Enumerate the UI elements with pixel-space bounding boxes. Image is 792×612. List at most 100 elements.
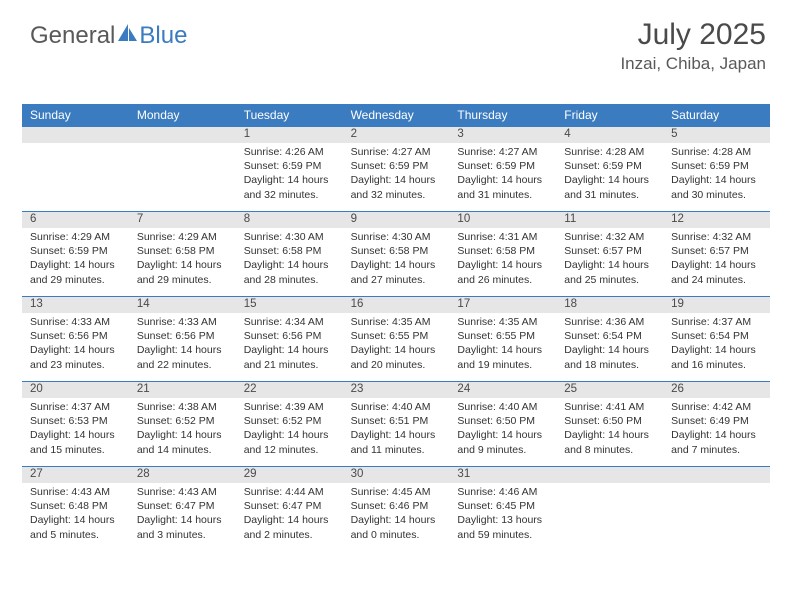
sunrise-line: Sunrise: 4:28 AM — [564, 145, 655, 159]
daylight-line: Daylight: 14 hours and 8 minutes. — [564, 428, 655, 456]
day-cell-body: Sunrise: 4:46 AMSunset: 6:45 PMDaylight:… — [449, 483, 556, 546]
daylight-line: Daylight: 14 hours and 5 minutes. — [30, 513, 121, 541]
daylight-line: Daylight: 14 hours and 28 minutes. — [244, 258, 335, 286]
sunrise-line: Sunrise: 4:26 AM — [244, 145, 335, 159]
sunset-line: Sunset: 6:47 PM — [244, 499, 335, 513]
day-number-bar — [129, 127, 236, 143]
sunset-line: Sunset: 6:59 PM — [351, 159, 442, 173]
day-cell: 2Sunrise: 4:27 AMSunset: 6:59 PMDaylight… — [343, 127, 450, 211]
day-number-bar: 27 — [22, 467, 129, 483]
day-number-bar: 28 — [129, 467, 236, 483]
day-cell: 8Sunrise: 4:30 AMSunset: 6:58 PMDaylight… — [236, 212, 343, 296]
sunrise-line: Sunrise: 4:29 AM — [30, 230, 121, 244]
sunrise-line: Sunrise: 4:42 AM — [671, 400, 762, 414]
daylight-line: Daylight: 14 hours and 30 minutes. — [671, 173, 762, 201]
daylight-line: Daylight: 13 hours and 59 minutes. — [457, 513, 548, 541]
day-cell-body: Sunrise: 4:37 AMSunset: 6:53 PMDaylight:… — [22, 398, 129, 461]
logo-text-1: General — [30, 22, 115, 50]
sunset-line: Sunset: 6:58 PM — [137, 244, 228, 258]
day-number-bar: 14 — [129, 297, 236, 313]
day-cell: 14Sunrise: 4:33 AMSunset: 6:56 PMDayligh… — [129, 297, 236, 381]
daylight-line: Daylight: 14 hours and 25 minutes. — [564, 258, 655, 286]
day-number-bar: 31 — [449, 467, 556, 483]
sunrise-line: Sunrise: 4:46 AM — [457, 485, 548, 499]
sunset-line: Sunset: 6:58 PM — [351, 244, 442, 258]
day-cell: 29Sunrise: 4:44 AMSunset: 6:47 PMDayligh… — [236, 467, 343, 551]
sunrise-line: Sunrise: 4:43 AM — [30, 485, 121, 499]
logo: General Blue — [30, 22, 187, 50]
sunset-line: Sunset: 6:53 PM — [30, 414, 121, 428]
day-number-bar: 4 — [556, 127, 663, 143]
day-cell: 19Sunrise: 4:37 AMSunset: 6:54 PMDayligh… — [663, 297, 770, 381]
day-cell: 27Sunrise: 4:43 AMSunset: 6:48 PMDayligh… — [22, 467, 129, 551]
day-cell: 22Sunrise: 4:39 AMSunset: 6:52 PMDayligh… — [236, 382, 343, 466]
sunrise-line: Sunrise: 4:28 AM — [671, 145, 762, 159]
day-cell: 25Sunrise: 4:41 AMSunset: 6:50 PMDayligh… — [556, 382, 663, 466]
day-cell-body: Sunrise: 4:29 AMSunset: 6:59 PMDaylight:… — [22, 228, 129, 291]
day-cell-body: Sunrise: 4:27 AMSunset: 6:59 PMDaylight:… — [449, 143, 556, 206]
daylight-line: Daylight: 14 hours and 23 minutes. — [30, 343, 121, 371]
sunset-line: Sunset: 6:46 PM — [351, 499, 442, 513]
day-number-bar — [663, 467, 770, 483]
sunset-line: Sunset: 6:54 PM — [564, 329, 655, 343]
title-block: July 2025 Inzai, Chiba, Japan — [620, 18, 766, 74]
day-number-bar: 9 — [343, 212, 450, 228]
day-cell: 24Sunrise: 4:40 AMSunset: 6:50 PMDayligh… — [449, 382, 556, 466]
sunrise-line: Sunrise: 4:40 AM — [457, 400, 548, 414]
sunrise-line: Sunrise: 4:31 AM — [457, 230, 548, 244]
day-cell: 11Sunrise: 4:32 AMSunset: 6:57 PMDayligh… — [556, 212, 663, 296]
day-cell-body: Sunrise: 4:28 AMSunset: 6:59 PMDaylight:… — [556, 143, 663, 206]
day-cell-body: Sunrise: 4:32 AMSunset: 6:57 PMDaylight:… — [663, 228, 770, 291]
sunset-line: Sunset: 6:59 PM — [671, 159, 762, 173]
month-title: July 2025 — [620, 18, 766, 52]
sunrise-line: Sunrise: 4:32 AM — [671, 230, 762, 244]
day-cell-body: Sunrise: 4:27 AMSunset: 6:59 PMDaylight:… — [343, 143, 450, 206]
sunset-line: Sunset: 6:50 PM — [457, 414, 548, 428]
day-number-bar: 25 — [556, 382, 663, 398]
day-cell-body: Sunrise: 4:43 AMSunset: 6:48 PMDaylight:… — [22, 483, 129, 546]
day-cell-body: Sunrise: 4:38 AMSunset: 6:52 PMDaylight:… — [129, 398, 236, 461]
day-cell-body: Sunrise: 4:40 AMSunset: 6:51 PMDaylight:… — [343, 398, 450, 461]
day-cell-body: Sunrise: 4:37 AMSunset: 6:54 PMDaylight:… — [663, 313, 770, 376]
day-number-bar — [22, 127, 129, 143]
day-cell-body: Sunrise: 4:34 AMSunset: 6:56 PMDaylight:… — [236, 313, 343, 376]
day-number-bar: 30 — [343, 467, 450, 483]
daylight-line: Daylight: 14 hours and 32 minutes. — [351, 173, 442, 201]
sunset-line: Sunset: 6:57 PM — [564, 244, 655, 258]
day-cell-body: Sunrise: 4:29 AMSunset: 6:58 PMDaylight:… — [129, 228, 236, 291]
sunset-line: Sunset: 6:56 PM — [30, 329, 121, 343]
sunrise-line: Sunrise: 4:27 AM — [351, 145, 442, 159]
day-number-bar: 3 — [449, 127, 556, 143]
daylight-line: Daylight: 14 hours and 31 minutes. — [564, 173, 655, 201]
day-cell: 7Sunrise: 4:29 AMSunset: 6:58 PMDaylight… — [129, 212, 236, 296]
sunrise-line: Sunrise: 4:37 AM — [671, 315, 762, 329]
day-header-wed: Wednesday — [343, 104, 450, 127]
weeks-container: 1Sunrise: 4:26 AMSunset: 6:59 PMDaylight… — [22, 127, 770, 551]
week-row: 6Sunrise: 4:29 AMSunset: 6:59 PMDaylight… — [22, 211, 770, 296]
sunset-line: Sunset: 6:47 PM — [137, 499, 228, 513]
day-number-bar: 21 — [129, 382, 236, 398]
daylight-line: Daylight: 14 hours and 16 minutes. — [671, 343, 762, 371]
day-number-bar: 23 — [343, 382, 450, 398]
day-cell: 23Sunrise: 4:40 AMSunset: 6:51 PMDayligh… — [343, 382, 450, 466]
daylight-line: Daylight: 14 hours and 32 minutes. — [244, 173, 335, 201]
sunrise-line: Sunrise: 4:41 AM — [564, 400, 655, 414]
sunrise-line: Sunrise: 4:30 AM — [351, 230, 442, 244]
daylight-line: Daylight: 14 hours and 31 minutes. — [457, 173, 548, 201]
daylight-line: Daylight: 14 hours and 11 minutes. — [351, 428, 442, 456]
day-cell: 9Sunrise: 4:30 AMSunset: 6:58 PMDaylight… — [343, 212, 450, 296]
day-number-bar: 10 — [449, 212, 556, 228]
day-cell: 16Sunrise: 4:35 AMSunset: 6:55 PMDayligh… — [343, 297, 450, 381]
day-header-tue: Tuesday — [236, 104, 343, 127]
daylight-line: Daylight: 14 hours and 2 minutes. — [244, 513, 335, 541]
day-cell: 15Sunrise: 4:34 AMSunset: 6:56 PMDayligh… — [236, 297, 343, 381]
sunrise-line: Sunrise: 4:29 AM — [137, 230, 228, 244]
sunrise-line: Sunrise: 4:37 AM — [30, 400, 121, 414]
day-cell-body: Sunrise: 4:45 AMSunset: 6:46 PMDaylight:… — [343, 483, 450, 546]
sunset-line: Sunset: 6:52 PM — [244, 414, 335, 428]
sunrise-line: Sunrise: 4:34 AM — [244, 315, 335, 329]
sunset-line: Sunset: 6:52 PM — [137, 414, 228, 428]
day-number-bar: 5 — [663, 127, 770, 143]
day-number-bar: 13 — [22, 297, 129, 313]
day-cell-body: Sunrise: 4:33 AMSunset: 6:56 PMDaylight:… — [129, 313, 236, 376]
